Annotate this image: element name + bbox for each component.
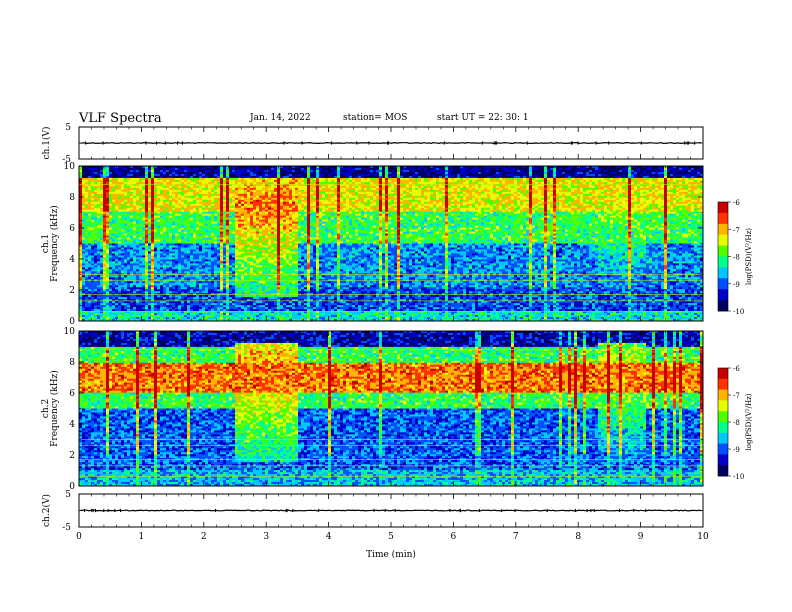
y-tick-label: 5 [65,490,71,500]
start-ut-label: start UT = 22: 30: 1 [437,113,529,123]
y-tick-label: 6 [69,389,75,399]
date-label: Jan. 14, 2022 [250,113,311,123]
spectrogram-ch1 [79,166,704,322]
x-tick-label: 8 [575,532,581,542]
x-tick-label: 10 [697,532,709,542]
channel-label: ch.1 [41,234,51,253]
spectrogram-ch2 [79,331,704,487]
colorbar-tick-label: -9 [733,281,740,289]
station-label: station= MOS [343,113,407,123]
x-tick-label: 0 [76,532,82,542]
waveform-ch1-trace [80,141,702,145]
colorbar-tick-label: -10 [733,308,744,316]
x-tick-label: 9 [638,532,644,542]
y-axis-label: Frequency (kHz) [49,370,60,447]
y-tick-label: 10 [64,162,76,172]
y-axis-label: ch.1(V) [41,127,52,160]
colorbar-tick-label: -8 [733,419,740,427]
x-tick-label: 1 [139,532,145,542]
colorbar [717,367,729,477]
colorbar-label: log(PSD)(V²/Hz) [745,228,753,285]
x-tick-label: 3 [263,532,269,542]
y-tick-label: 0 [69,482,75,492]
y-tick-label: -5 [62,155,71,165]
colorbar-tick-label: -7 [733,226,740,234]
colorbar-label: log(PSD)(V²/Hz) [745,393,753,450]
figure-title: VLF Spectra [79,111,162,126]
y-tick-label: 4 [69,420,75,430]
colorbar-tick-label: -8 [733,254,740,262]
y-axis-label: ch.2(V) [41,494,52,527]
y-tick-label: 8 [69,358,75,368]
x-tick-label: 5 [388,532,394,542]
y-tick-label: -5 [62,523,71,533]
colorbar-tick-label: -9 [733,446,740,454]
y-tick-label: 10 [64,327,76,337]
colorbar-tick-label: -7 [733,392,740,400]
y-tick-label: 2 [69,451,75,461]
y-tick-label: 5 [65,123,71,133]
y-tick-label: 0 [69,317,75,327]
x-axis-label: Time (min) [366,549,416,560]
y-tick-label: 6 [69,224,75,234]
y-tick-label: 2 [69,286,75,296]
x-tick-label: 2 [201,532,207,542]
x-tick-label: 6 [451,532,457,542]
y-tick-label: 8 [69,193,75,203]
x-tick-label: 7 [513,532,519,542]
waveform-ch2-trace [80,509,702,512]
y-axis-label: Frequency (kHz) [49,205,60,282]
colorbar-tick-label: -6 [733,199,740,207]
y-tick-label: 4 [69,255,75,265]
colorbar [717,201,729,312]
channel-label: ch.2 [41,399,51,418]
colorbar-tick-label: -6 [733,365,740,373]
x-tick-label: 4 [326,532,332,542]
colorbar-tick-label: -10 [733,473,744,481]
